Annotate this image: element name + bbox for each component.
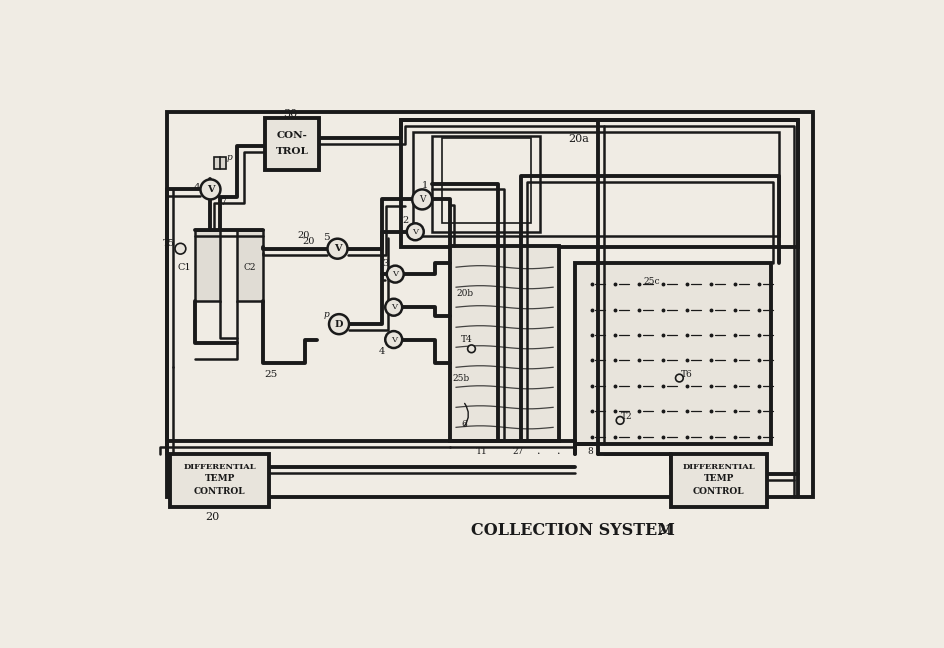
Text: 4: 4 bbox=[194, 183, 201, 192]
Text: 30: 30 bbox=[282, 109, 296, 119]
Text: V: V bbox=[333, 244, 342, 253]
Text: V: V bbox=[391, 303, 396, 311]
Text: TEMP: TEMP bbox=[205, 474, 235, 483]
Circle shape bbox=[407, 224, 424, 240]
Bar bbox=[166, 112, 814, 498]
Circle shape bbox=[387, 266, 404, 283]
Text: TEMP: TEMP bbox=[703, 474, 733, 483]
Text: 5: 5 bbox=[324, 233, 330, 242]
Text: 1: 1 bbox=[421, 181, 428, 190]
Text: 8: 8 bbox=[587, 446, 593, 456]
Text: T1: T1 bbox=[476, 446, 487, 456]
Text: V: V bbox=[413, 227, 418, 236]
Text: V: V bbox=[391, 336, 396, 343]
Text: C1: C1 bbox=[177, 264, 191, 272]
Text: CON-: CON- bbox=[277, 131, 308, 140]
Circle shape bbox=[385, 331, 402, 348]
Text: 25c: 25c bbox=[644, 277, 660, 286]
Text: V: V bbox=[393, 270, 398, 278]
Text: 2: 2 bbox=[402, 216, 409, 226]
Text: CONTROL: CONTROL bbox=[693, 487, 745, 496]
Text: DIFFERENTIAL: DIFFERENTIAL bbox=[683, 463, 755, 470]
Bar bbox=[442, 138, 531, 222]
Circle shape bbox=[175, 243, 186, 254]
Text: COLLECTION SYSTEM: COLLECTION SYSTEM bbox=[471, 522, 675, 539]
Bar bbox=[213, 157, 226, 168]
Text: V: V bbox=[419, 195, 426, 204]
Bar bbox=[401, 120, 798, 247]
Bar bbox=[195, 230, 221, 301]
Text: 20a: 20a bbox=[568, 134, 589, 145]
Text: .: . bbox=[557, 446, 560, 456]
Bar bbox=[432, 135, 540, 232]
Text: 25: 25 bbox=[264, 370, 278, 378]
Text: T6: T6 bbox=[681, 370, 692, 378]
Circle shape bbox=[413, 189, 432, 209]
Bar bbox=[450, 246, 559, 441]
Bar bbox=[413, 132, 779, 236]
Text: 4: 4 bbox=[379, 347, 385, 356]
Text: 20: 20 bbox=[206, 512, 220, 522]
Bar bbox=[671, 454, 767, 507]
Circle shape bbox=[328, 238, 347, 259]
Circle shape bbox=[385, 299, 402, 316]
Text: 3: 3 bbox=[382, 259, 388, 268]
Circle shape bbox=[616, 417, 624, 424]
Text: TROL: TROL bbox=[276, 147, 309, 156]
Circle shape bbox=[329, 314, 349, 334]
Circle shape bbox=[676, 374, 683, 382]
Text: V: V bbox=[207, 185, 214, 194]
Bar bbox=[237, 230, 262, 301]
Text: 25b: 25b bbox=[452, 373, 469, 382]
Text: p: p bbox=[227, 152, 232, 161]
Text: C2: C2 bbox=[244, 264, 256, 272]
Text: T2: T2 bbox=[621, 412, 632, 421]
Text: p: p bbox=[324, 310, 329, 319]
Bar bbox=[575, 262, 771, 443]
Text: 20: 20 bbox=[297, 231, 310, 240]
Text: 20: 20 bbox=[302, 237, 314, 246]
Text: D: D bbox=[335, 319, 344, 329]
Text: 7: 7 bbox=[220, 198, 226, 207]
Circle shape bbox=[200, 179, 221, 200]
Bar bbox=[265, 118, 319, 170]
Text: T5: T5 bbox=[163, 239, 175, 248]
Text: .: . bbox=[537, 446, 540, 456]
Bar bbox=[171, 454, 269, 507]
Text: 6: 6 bbox=[462, 420, 467, 429]
Text: CONTROL: CONTROL bbox=[194, 487, 245, 496]
Text: 20b: 20b bbox=[457, 289, 474, 298]
Text: 27: 27 bbox=[512, 446, 523, 456]
Text: T4: T4 bbox=[461, 335, 473, 344]
Circle shape bbox=[467, 345, 476, 353]
Text: 21: 21 bbox=[658, 524, 673, 537]
Text: DIFFERENTIAL: DIFFERENTIAL bbox=[183, 463, 256, 470]
